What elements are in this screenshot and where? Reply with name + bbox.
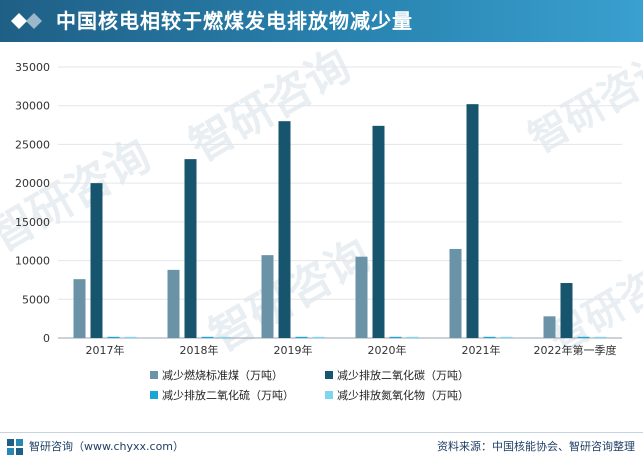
data-source: 资料来源：中国核能协会、智研咨询整理 [437,440,635,453]
bar-chart: 0 5000 10000 15000 20000 25000 30000 35000 2017年… [15,61,622,402]
bar [312,336,325,338]
title-bar: 中国核电相较于燃煤发电排放物减少量 [0,0,643,42]
bar [218,336,231,338]
x-tick-label: 2017年 [86,343,125,357]
legend-label: 减少排放二氧化硫（万吨） [162,388,294,402]
y-tick-label: 0 [43,332,50,345]
legend-swatch [150,391,158,399]
bar [466,104,479,338]
bar [184,159,197,338]
legend-label: 减少排放二氧化碳（万吨） [337,368,469,382]
y-tick-label: 10000 [15,255,50,268]
footer-divider [0,432,643,433]
y-tick-label: 5000 [22,293,50,306]
x-tick-label: 2020年 [368,343,407,357]
x-tick-label: 2022年第一季度 [534,343,617,357]
bar [500,336,513,338]
bar [90,183,103,338]
bar [167,269,180,338]
y-tick-label: 20000 [15,177,50,190]
footer-brand: 智研咨询（www.chyxx.com） [29,440,185,453]
bar [406,336,419,338]
x-tick-label: 2019年 [274,343,313,357]
bar [278,121,291,338]
bar [560,283,573,338]
y-tick-label: 35000 [15,61,50,74]
legend-swatch [325,391,333,399]
footer: 智研咨询（www.chyxx.com） 资料来源：中国核能协会、智研咨询整理 [0,433,643,460]
legend-label: 减少排放氮氧化物（万吨） [337,388,469,402]
x-tick-label: 2021年 [462,343,501,357]
bar [389,336,402,338]
y-tick-label: 25000 [15,138,50,151]
x-tick-label: 2018年 [180,343,219,357]
bar [201,336,214,338]
legend-swatch [150,371,158,379]
y-tick-label: 15000 [15,216,50,229]
zhiyan-logo-icon [7,439,23,455]
bar [372,125,385,339]
bar [355,256,368,338]
bar [483,336,496,338]
bar [295,336,308,338]
legend-label: 减少燃烧标准煤（万吨） [162,368,283,382]
legend-swatch [325,371,333,379]
bar [543,316,556,338]
bar [107,336,120,338]
chart-title: 中国核电相较于燃煤发电排放物减少量 [56,9,413,33]
bar [449,248,462,338]
double-chevron-icon [11,13,42,29]
bar [577,336,590,338]
y-tick-label: 30000 [15,100,50,113]
bar [124,336,137,338]
bar [594,336,607,338]
bar [73,279,86,338]
bar [261,255,274,338]
